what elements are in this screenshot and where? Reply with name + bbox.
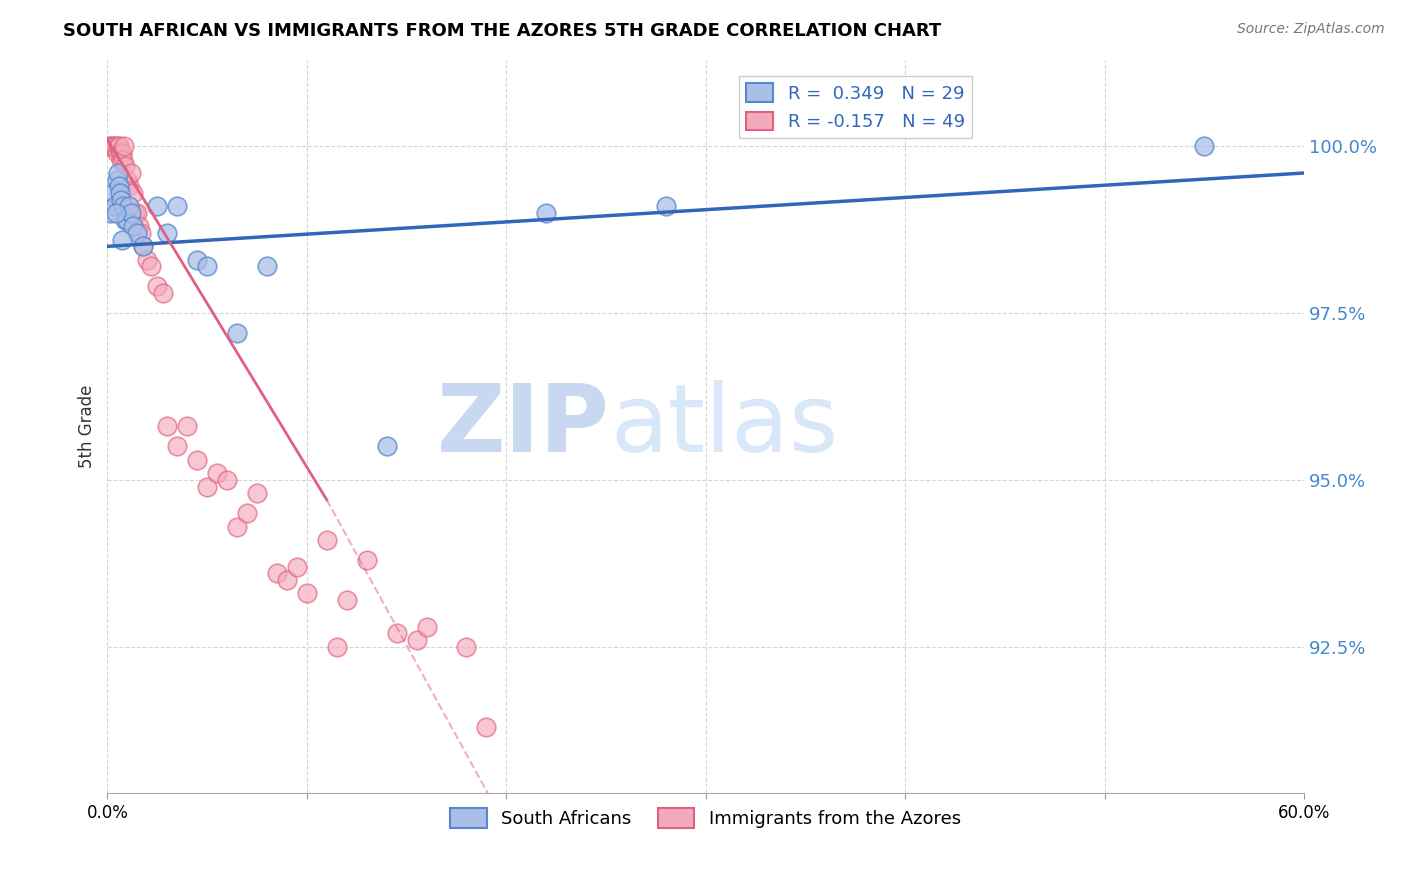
Point (114, 159, 136, 173)
Point (385, 626, 408, 640)
Point (132, 239, 155, 253)
Point (195, 479, 218, 493)
Point (276, 573, 298, 587)
Point (118, 199, 141, 213)
Point (120, 206, 142, 220)
Point (375, 440, 398, 454)
Point (176, 419, 198, 434)
Point (236, 506, 259, 520)
Point (107, 166, 129, 180)
Point (114, 212, 136, 227)
Point (226, 326, 249, 340)
Point (103, 139, 125, 153)
Point (112, 153, 135, 167)
Point (146, 279, 169, 293)
Point (128, 219, 150, 234)
Point (120, 166, 142, 180)
Text: atlas: atlas (610, 381, 838, 473)
Point (186, 453, 208, 467)
Point (285, 559, 308, 574)
Legend: South Africans, Immigrants from the Azores: South Africans, Immigrants from the Azor… (443, 800, 969, 836)
Text: ZIP: ZIP (437, 381, 610, 473)
Point (195, 260, 218, 274)
Point (132, 239, 155, 253)
Point (110, 193, 132, 207)
Point (104, 199, 127, 213)
Point (534, 206, 557, 220)
Point (111, 233, 134, 247)
Text: SOUTH AFRICAN VS IMMIGRANTS FROM THE AZORES 5TH GRADE CORRELATION CHART: SOUTH AFRICAN VS IMMIGRANTS FROM THE AZO… (63, 22, 942, 40)
Point (256, 260, 278, 274)
Point (122, 219, 145, 234)
Point (98, 139, 121, 153)
Point (226, 519, 249, 533)
Point (456, 640, 478, 654)
Point (215, 473, 238, 487)
Point (105, 172, 128, 186)
Point (356, 553, 378, 567)
Point (105, 206, 128, 220)
Point (1194, 139, 1216, 153)
Point (122, 186, 145, 200)
Point (108, 179, 131, 194)
Point (110, 146, 132, 161)
Point (108, 139, 131, 153)
Point (112, 139, 135, 153)
Point (129, 226, 152, 240)
Point (166, 440, 188, 454)
Point (655, 199, 678, 213)
Point (136, 252, 159, 267)
Point (112, 199, 135, 213)
Point (124, 206, 146, 220)
Point (475, 720, 498, 734)
Point (127, 226, 149, 240)
Point (405, 632, 427, 647)
Point (104, 139, 127, 153)
Point (315, 533, 337, 547)
Y-axis label: 5th Grade: 5th Grade (79, 384, 96, 468)
Point (127, 206, 149, 220)
Point (110, 153, 132, 167)
Point (146, 199, 169, 213)
Point (100, 206, 122, 220)
Point (326, 640, 349, 654)
Point (246, 486, 269, 500)
Point (141, 260, 163, 274)
Point (118, 179, 141, 194)
Point (152, 286, 174, 301)
Point (111, 146, 134, 161)
Point (205, 466, 228, 480)
Point (156, 226, 179, 240)
Point (295, 586, 318, 600)
Point (336, 593, 359, 607)
Point (107, 139, 129, 153)
Text: Source: ZipAtlas.com: Source: ZipAtlas.com (1237, 22, 1385, 37)
Point (415, 619, 437, 633)
Point (105, 146, 128, 161)
Point (103, 186, 125, 200)
Point (166, 199, 188, 213)
Point (117, 172, 139, 186)
Point (156, 419, 179, 434)
Point (110, 186, 132, 200)
Point (100, 139, 122, 153)
Point (117, 212, 139, 227)
Point (186, 252, 208, 267)
Point (266, 566, 288, 581)
